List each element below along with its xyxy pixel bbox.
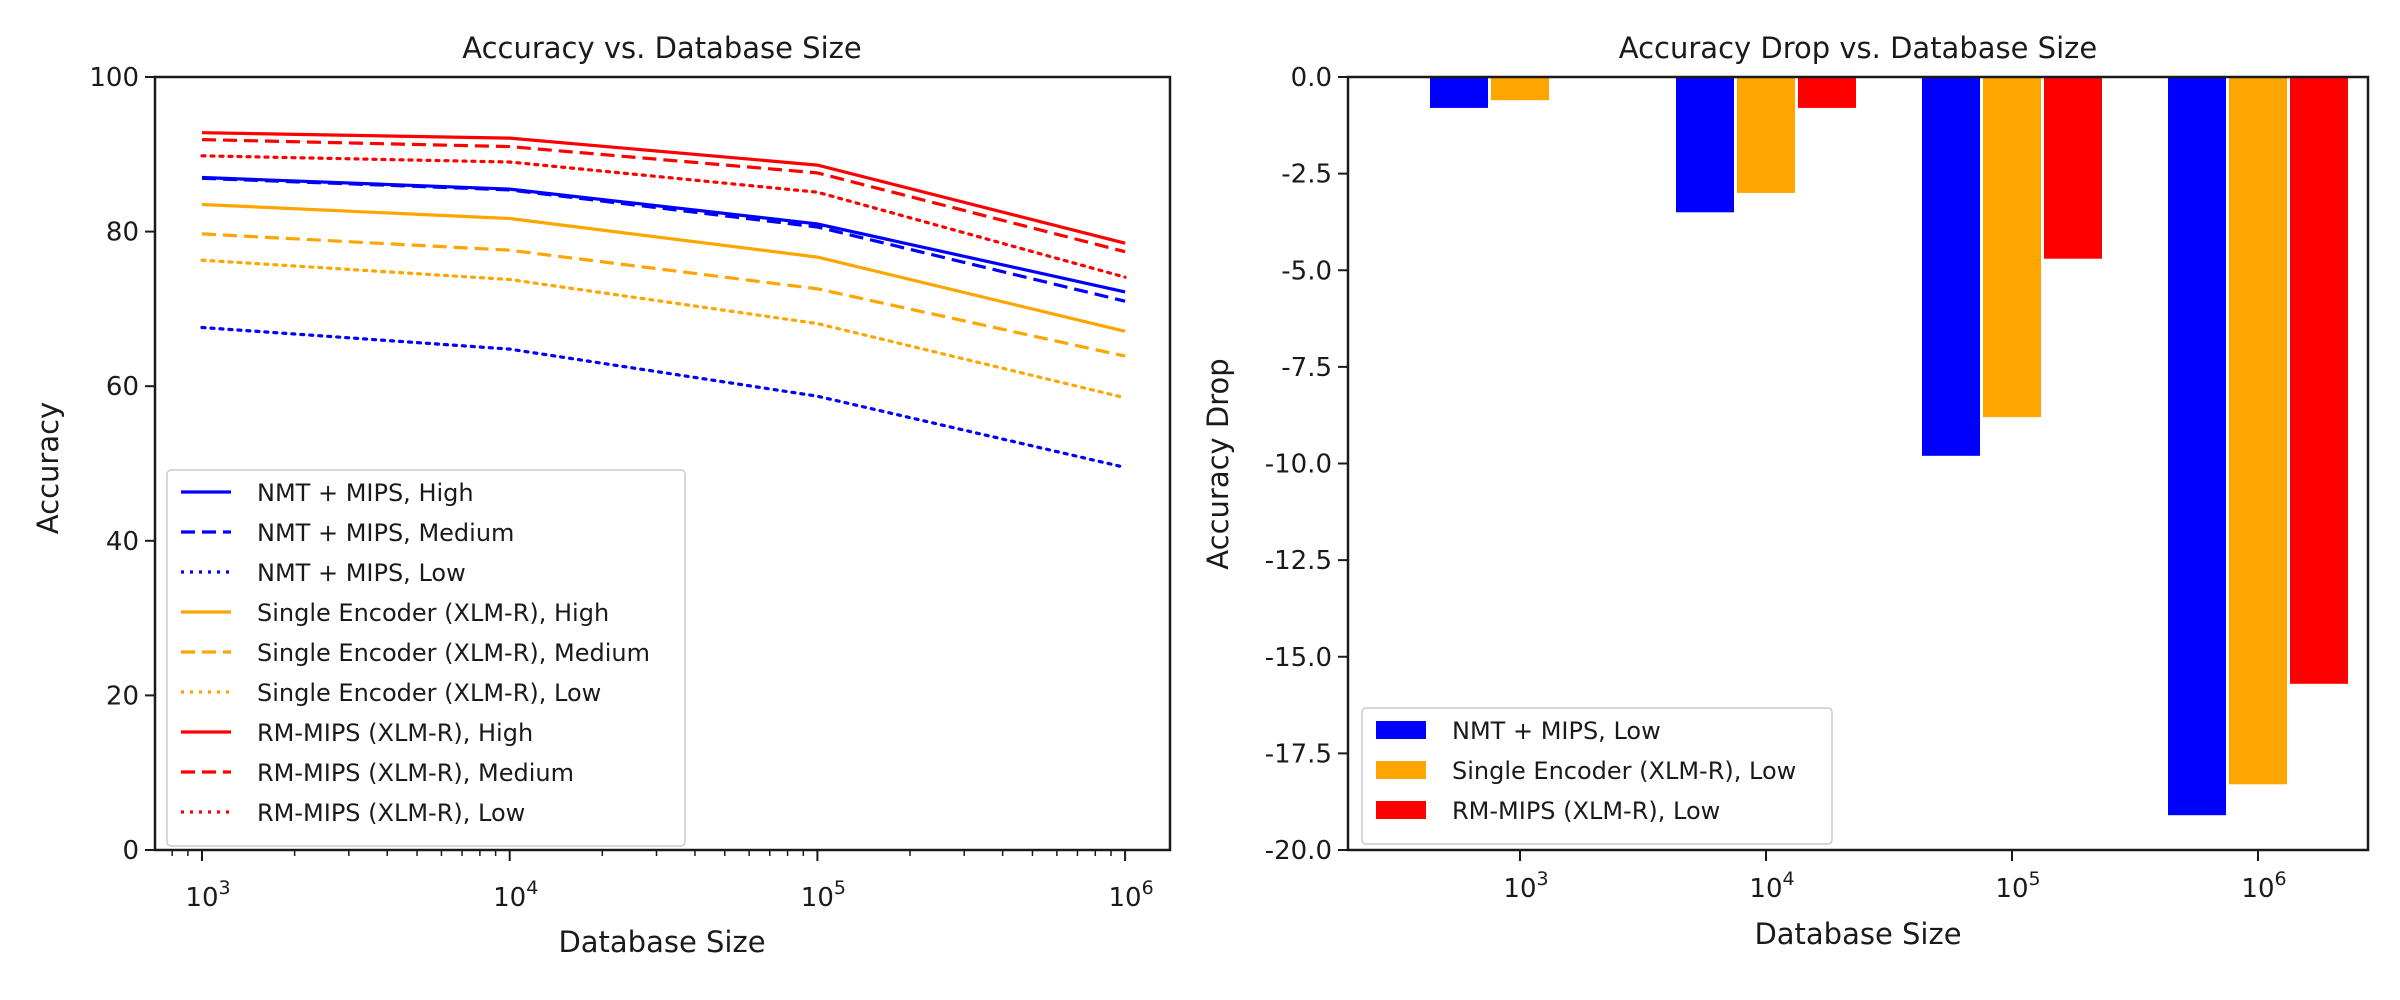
right-x-tick-label: 106 <box>2241 868 2286 904</box>
left-legend-label: RM-MIPS (XLM-R), Medium <box>257 759 574 787</box>
left-legend-label: RM-MIPS (XLM-R), High <box>257 719 533 747</box>
right-x-tick-label-exponent: 6 <box>2275 868 2287 890</box>
right-y-axis-label: Accuracy Drop <box>1201 358 1235 569</box>
left-x-tick-label-base: 10 <box>1109 883 1142 913</box>
left-legend-label: RM-MIPS (XLM-R), Low <box>257 799 525 827</box>
left-x-tick-label: 104 <box>493 877 538 913</box>
right-x-ticks: 103 104 105 106 <box>1503 850 2287 904</box>
left-x-tick-label-base: 10 <box>185 883 218 913</box>
bar-3-4 <box>2290 77 2348 684</box>
right-legend-box <box>1361 707 1833 845</box>
bar-3-2 <box>1798 77 1856 108</box>
series-line-8 <box>201 138 1126 254</box>
right-x-tick-label-base: 10 <box>1503 874 1536 904</box>
left-x-tick-label-exponent: 4 <box>526 877 538 899</box>
right-x-tick-label-base: 10 <box>1749 874 1782 904</box>
series-line-4 <box>201 202 1126 333</box>
left-x-tick-label-exponent: 3 <box>219 877 231 899</box>
bar-1-2 <box>1676 77 1734 213</box>
left-legend-label: NMT + MIPS, Low <box>257 559 466 587</box>
left-legend-label: Single Encoder (XLM-R), High <box>257 599 609 627</box>
left-x-tick-label-base: 10 <box>493 883 526 913</box>
left-y-tick-label: 80 <box>106 218 139 248</box>
left-x-tick-label: 105 <box>801 877 846 913</box>
right-y-tick-label: -7.5 <box>1281 353 1332 383</box>
left-x-tick-label: 103 <box>185 877 230 913</box>
bar-2-1 <box>1491 77 1549 101</box>
left-series-lines <box>200 131 1127 469</box>
bar-1-1 <box>1430 77 1488 108</box>
right-x-axis-label: Database Size <box>1754 917 1961 951</box>
left-y-axis-label: Accuracy <box>31 402 65 534</box>
right-y-ticks: 0.0 -2.5 -5.0 -7.5 -10.0 -12.5 -15.0 -17.5 -20.0 <box>1265 63 1348 866</box>
bar-1-3 <box>1922 77 1980 456</box>
left-legend-box <box>166 469 686 847</box>
series-line-6 <box>200 258 1127 400</box>
left-x-tick-label-base: 10 <box>801 883 834 913</box>
left-y-tick-label: 0 <box>122 836 139 866</box>
right-legend-label: NMT + MIPS, Low <box>1452 717 1661 745</box>
right-y-tick-label: -15.0 <box>1265 643 1332 673</box>
left-plot-frame <box>153 75 1172 852</box>
left-legend-label: Single Encoder (XLM-R), Medium <box>257 639 650 667</box>
series-line-3 <box>200 325 1127 469</box>
left-legend: NMT + MIPS, High NMT + MIPS, Medium NMT + … <box>166 469 686 847</box>
right-x-tick-label: 103 <box>1503 868 1548 904</box>
right-bars <box>1430 77 2348 816</box>
series-line-7 <box>201 131 1126 245</box>
bar-3-3 <box>2044 77 2102 259</box>
right-x-tick-label-exponent: 5 <box>2029 868 2041 890</box>
series-line-1 <box>201 175 1126 294</box>
series-line-5 <box>201 232 1126 358</box>
left-legend-label: NMT + MIPS, Medium <box>257 519 514 547</box>
right-chart-title: Accuracy Drop vs. Database Size <box>1619 31 2097 65</box>
right-legend-label: RM-MIPS (XLM-R), Low <box>1452 797 1720 825</box>
left-x-tick-label-exponent: 6 <box>1142 877 1154 899</box>
right-legend-swatch <box>1376 721 1426 739</box>
left-x-tick-label: 106 <box>1109 877 1154 913</box>
right-y-tick-label: -2.5 <box>1281 160 1332 190</box>
left-chart-title: Accuracy vs. Database Size <box>462 31 861 65</box>
right-x-tick-label-exponent: 4 <box>1783 868 1795 890</box>
bar-2-3 <box>1983 77 2041 418</box>
left-x-ticks: 103 104 105 106 <box>171 850 1154 913</box>
right-x-tick-label-base: 10 <box>1995 874 2028 904</box>
left-y-ticks: 0 20 40 60 80 100 <box>89 63 155 866</box>
bar-2-4 <box>2229 77 2287 785</box>
right-legend-swatch <box>1376 761 1426 779</box>
left-legend-label: NMT + MIPS, High <box>257 479 474 507</box>
right-plot-frame <box>1346 75 2370 852</box>
right-y-tick-label: -20.0 <box>1265 836 1332 866</box>
series-line-9 <box>200 154 1127 279</box>
right-y-tick-label: -5.0 <box>1281 256 1332 286</box>
left-legend-label: Single Encoder (XLM-R), Low <box>257 679 601 707</box>
right-y-tick-label: -17.5 <box>1265 739 1332 769</box>
series-line-2 <box>201 176 1126 303</box>
right-x-tick-label: 105 <box>1995 868 2040 904</box>
left-y-tick-label: 60 <box>106 372 139 402</box>
right-legend-swatch <box>1376 801 1426 819</box>
right-y-tick-label: -10.0 <box>1265 450 1332 480</box>
bar-2-2 <box>1737 77 1795 193</box>
left-y-tick-label: 40 <box>106 527 139 557</box>
bar-1-4 <box>2168 77 2226 816</box>
right-y-tick-label: -12.5 <box>1265 546 1332 576</box>
left-x-axis-label: Database Size <box>558 925 765 959</box>
left-x-tick-label-exponent: 5 <box>834 877 846 899</box>
left-y-tick-label: 100 <box>89 63 139 93</box>
right-y-tick-label: 0.0 <box>1291 63 1332 93</box>
accuracy-line-chart: Accuracy vs. Database Size Database Size… <box>31 31 1172 959</box>
right-x-tick-label-exponent: 3 <box>1537 868 1549 890</box>
right-x-tick-label-base: 10 <box>2241 874 2274 904</box>
right-legend: NMT + MIPS, Low Single Encoder (XLM-R), L… <box>1361 707 1833 845</box>
accuracy-drop-bar-chart: Accuracy Drop vs. Database Size Database… <box>1201 31 2370 951</box>
right-legend-label: Single Encoder (XLM-R), Low <box>1452 757 1796 785</box>
right-x-tick-label: 104 <box>1749 868 1794 904</box>
left-y-tick-label: 20 <box>106 681 139 711</box>
